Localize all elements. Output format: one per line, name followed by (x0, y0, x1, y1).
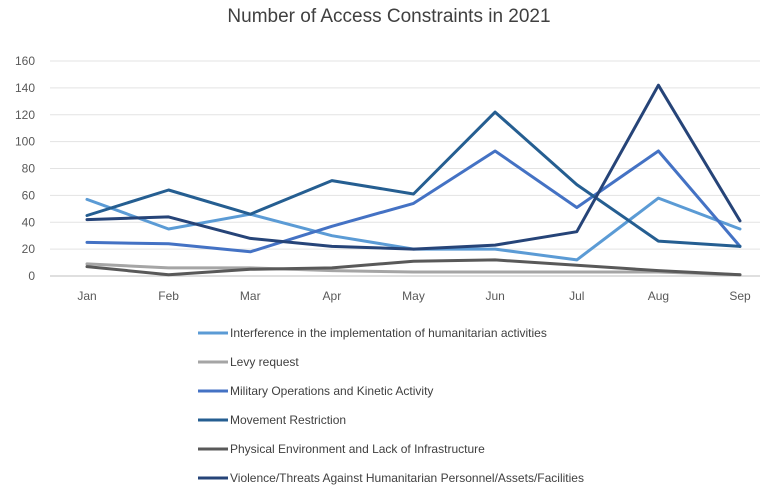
x-tick-label: May (402, 289, 425, 303)
series-line (85, 258, 742, 277)
y-tick-label: 120 (15, 108, 35, 122)
series-line (85, 262, 742, 277)
legend-label: Physical Environment and Lack of Infrast… (230, 442, 485, 456)
x-tick-label: Aug (648, 289, 669, 303)
x-tick-label: Feb (158, 289, 179, 303)
series-line (85, 83, 742, 251)
legend-label: Interference in the implementation of hu… (230, 326, 547, 340)
y-tick-label: 160 (15, 54, 35, 68)
legend-label: Violence/Threats Against Humanitarian Pe… (230, 471, 584, 485)
x-axis-ticks: Jan Feb Mar Apr May Jun Jul Aug Sep (77, 289, 751, 303)
y-tick-label: 80 (22, 162, 36, 176)
y-tick-label: 100 (15, 135, 35, 149)
x-tick-label: Mar (240, 289, 261, 303)
series-lines (85, 83, 742, 277)
x-tick-label: Jun (485, 289, 504, 303)
x-tick-label: Jul (569, 289, 584, 303)
y-tick-label: 20 (22, 242, 36, 256)
x-tick-label: Apr (323, 289, 342, 303)
series-line (85, 149, 742, 254)
y-tick-label: 0 (28, 269, 35, 283)
y-axis-ticks: 0 20 40 60 80 100 120 140 160 (15, 54, 35, 283)
legend-label: Military Operations and Kinetic Activity (230, 384, 433, 398)
x-tick-label: Sep (729, 289, 751, 303)
legend-label: Movement Restriction (230, 413, 346, 427)
series-line (85, 110, 742, 248)
y-tick-label: 60 (22, 188, 36, 202)
legend: Interference in the implementation of hu… (198, 326, 584, 485)
y-tick-label: 140 (15, 81, 35, 95)
x-tick-label: Jan (77, 289, 96, 303)
y-tick-label: 40 (22, 215, 36, 229)
chart-title: Number of Access Constraints in 2021 (227, 6, 551, 27)
legend-label: Levy request (230, 355, 299, 369)
